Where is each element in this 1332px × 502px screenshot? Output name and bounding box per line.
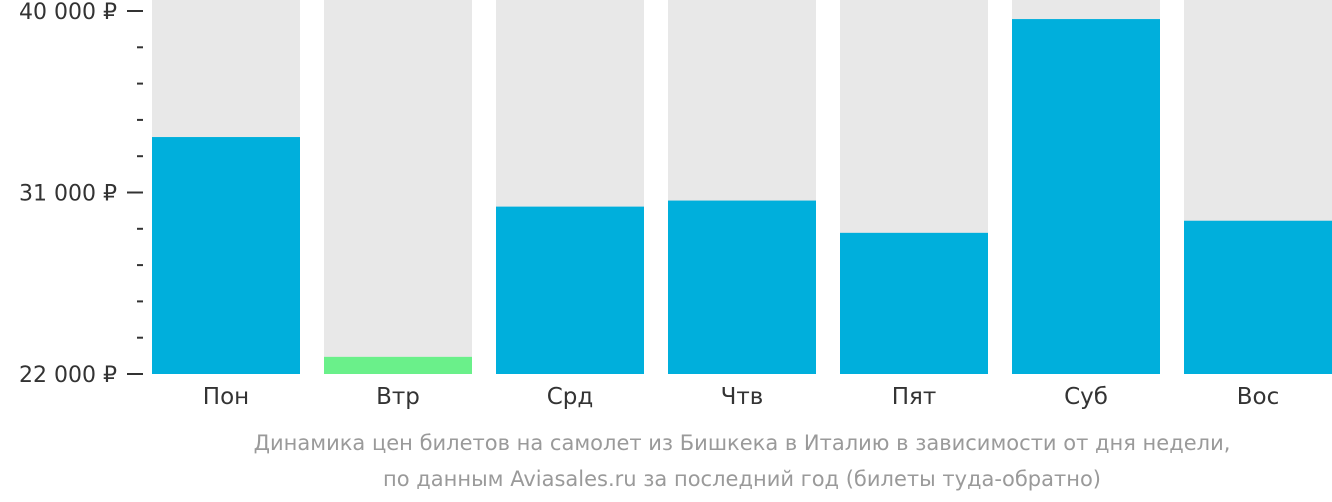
x-tick-label-6: Вос <box>1237 384 1280 410</box>
x-tick-label-3: Чтв <box>721 384 764 410</box>
x-tick-label-0: Пон <box>203 384 249 410</box>
y-tick-label-0: 22 000 ₽ <box>19 363 117 388</box>
bar-5 <box>1012 19 1160 375</box>
bar-background-1 <box>324 0 472 374</box>
bar-0 <box>152 137 300 374</box>
bar-3 <box>668 200 816 374</box>
y-tick-label-1: 31 000 ₽ <box>19 182 117 207</box>
bar-1 <box>324 356 472 374</box>
chart-caption-line1: Динамика цен билетов на самолет из Бишке… <box>253 431 1231 455</box>
bar-4 <box>840 232 988 374</box>
y-tick-label-2: 40 000 ₽ <box>19 0 117 25</box>
x-tick-label-2: Срд <box>547 384 594 410</box>
price-by-weekday-chart: Пон Втр Срд Чтв Пят Суб Вос 22 000 ₽ 31 000 ₽ 40 … <box>19 0 1332 410</box>
bar-6 <box>1184 220 1332 374</box>
chart-caption-line2: по данным Aviasales.ru за последний год … <box>383 467 1101 491</box>
x-tick-label-4: Пят <box>892 384 937 410</box>
x-tick-label-1: Втр <box>376 384 420 410</box>
x-tick-label-5: Суб <box>1064 384 1108 410</box>
bar-2 <box>496 206 644 374</box>
